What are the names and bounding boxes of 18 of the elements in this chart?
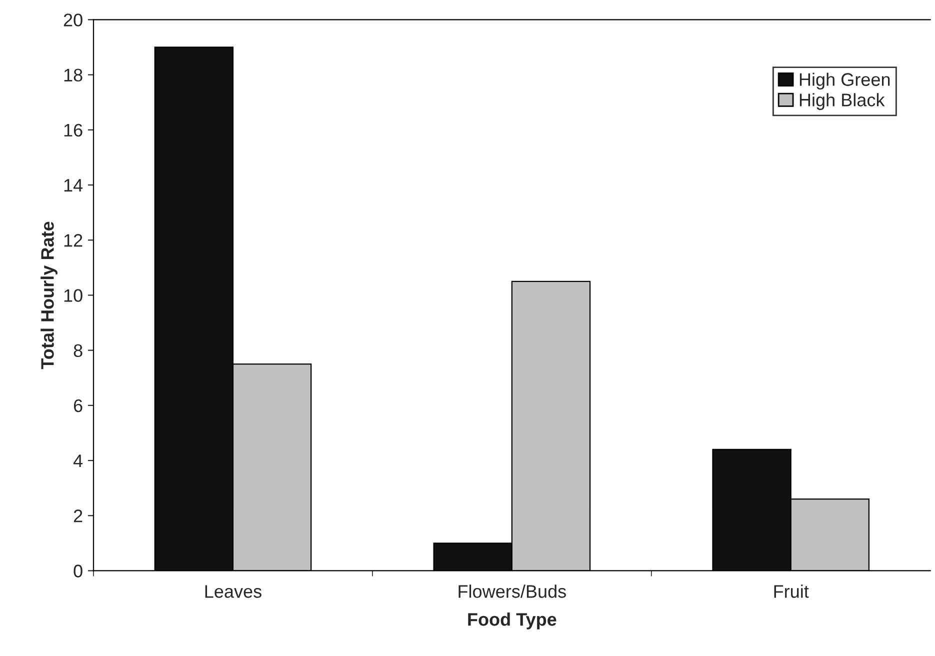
- y-tick-label: 2: [74, 510, 82, 522]
- legend-label: High Green: [800, 72, 890, 90]
- x-tick-label: Fruit: [774, 584, 809, 598]
- y-axis-title: Total Hourly Rate: [40, 222, 58, 370]
- x-tick-label: Leaves: [205, 585, 262, 598]
- y-tick-label: 4: [73, 454, 83, 468]
- x-axis-title: Food Type: [468, 612, 556, 630]
- y-tick-label: 16: [64, 124, 82, 137]
- y-tick-label: 6: [74, 399, 82, 412]
- y-tick-label: 10: [64, 289, 82, 302]
- legend-label: High Black: [800, 93, 885, 110]
- x-tick-label: Flowers/Buds: [458, 584, 566, 598]
- y-tick-label: 8: [74, 344, 82, 358]
- y-tick-label: 12: [64, 234, 82, 247]
- y-tick-label: 20: [64, 14, 82, 26]
- y-tick-label: 18: [64, 68, 82, 82]
- y-tick-label: 0: [74, 564, 82, 578]
- y-tick-label: 14: [64, 179, 83, 192]
